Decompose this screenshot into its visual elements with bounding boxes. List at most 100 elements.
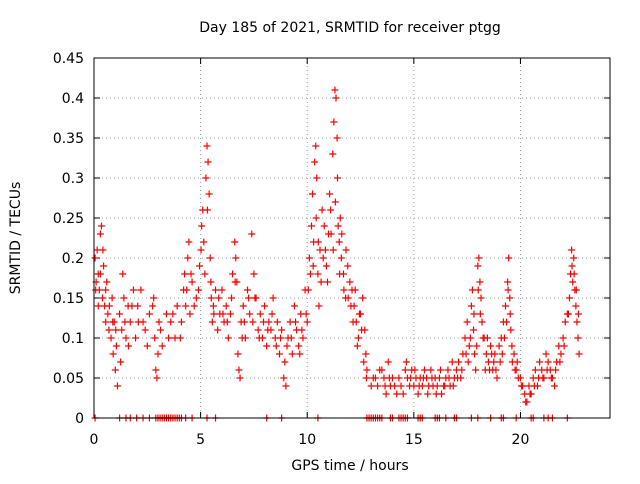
data-point: [269, 294, 277, 302]
y-axis-label: SRMTID / TECUs: [8, 182, 24, 295]
data-point: [201, 270, 209, 278]
data-point: [399, 390, 407, 398]
data-point: [229, 270, 237, 278]
data-point: [332, 94, 340, 102]
data-point: [296, 350, 304, 358]
data-point: [467, 302, 475, 310]
y-tick-label: 0.4: [62, 91, 84, 107]
data-point: [239, 302, 247, 310]
data-point: [264, 326, 272, 334]
data-point: [305, 254, 313, 262]
data-point: [214, 326, 222, 334]
data-point: [203, 142, 211, 150]
data-point: [315, 302, 323, 310]
data-point: [570, 270, 578, 278]
data-point: [506, 310, 514, 318]
data-point: [263, 342, 271, 350]
y-tick-label: 0.3: [62, 171, 84, 187]
data-point: [531, 366, 539, 374]
data-point: [187, 270, 195, 278]
data-point: [495, 342, 503, 350]
data-point: [506, 294, 514, 302]
data-point: [476, 278, 484, 286]
data-point: [109, 318, 117, 326]
data-point: [323, 278, 331, 286]
data-point: [303, 318, 311, 326]
plot-frame: [93, 57, 611, 419]
data-point: [407, 374, 415, 382]
data-point: [320, 222, 328, 230]
data-point: [231, 278, 239, 286]
data-point: [99, 246, 107, 254]
data-point: [574, 334, 582, 342]
y-tick-label: 0.35: [53, 131, 84, 147]
data-point: [458, 366, 466, 374]
data-point: [224, 334, 232, 342]
data-point: [420, 366, 428, 374]
data-point: [474, 286, 482, 294]
data-point: [276, 350, 284, 358]
data-point: [251, 294, 259, 302]
data-point: [378, 366, 386, 374]
data-point: [288, 350, 296, 358]
data-point: [493, 374, 501, 382]
data-point: [516, 374, 524, 382]
data-point: [302, 310, 310, 318]
data-point: [307, 222, 315, 230]
data-point: [360, 358, 368, 366]
data-point: [186, 310, 194, 318]
data-point: [273, 318, 281, 326]
data-point: [92, 286, 100, 294]
data-point: [449, 382, 457, 390]
data-point: [568, 246, 576, 254]
data-point: [272, 342, 280, 350]
data-point: [435, 374, 443, 382]
data-point: [464, 358, 472, 366]
data-point: [344, 294, 352, 302]
data-point: [120, 294, 128, 302]
data-point: [232, 254, 240, 262]
data-point: [94, 302, 102, 310]
data-point: [477, 294, 485, 302]
data-point: [255, 334, 263, 342]
grid: [94, 58, 610, 418]
data-point: [397, 382, 405, 390]
data-point: [473, 342, 481, 350]
data-point: [176, 334, 184, 342]
data-point: [374, 382, 382, 390]
data-point: [522, 398, 530, 406]
data-point: [391, 382, 399, 390]
data-point: [228, 294, 236, 302]
data-point: [162, 310, 170, 318]
data-point: [483, 334, 491, 342]
data-point: [393, 390, 401, 398]
data-point: [544, 358, 552, 366]
data-point: [559, 334, 567, 342]
data-point: [503, 318, 511, 326]
data-point: [336, 214, 344, 222]
data-point: [329, 150, 337, 158]
data-point: [107, 334, 115, 342]
data-point: [334, 174, 342, 182]
data-point: [560, 342, 568, 350]
data-point: [570, 254, 578, 262]
data-point: [137, 286, 145, 294]
data-point: [436, 366, 444, 374]
data-point: [143, 342, 151, 350]
data-point: [444, 366, 452, 374]
data-point: [268, 310, 276, 318]
data-point: [475, 254, 483, 262]
data-point: [254, 326, 262, 334]
data-point: [260, 318, 268, 326]
data-point: [333, 134, 341, 142]
data-point: [474, 262, 482, 270]
data-point: [204, 158, 212, 166]
data-point: [236, 374, 244, 382]
data-point: [395, 374, 403, 382]
data-point: [182, 302, 190, 310]
data-point: [155, 318, 163, 326]
data-point: [181, 270, 189, 278]
data-point: [455, 358, 463, 366]
data-point: [385, 374, 393, 382]
